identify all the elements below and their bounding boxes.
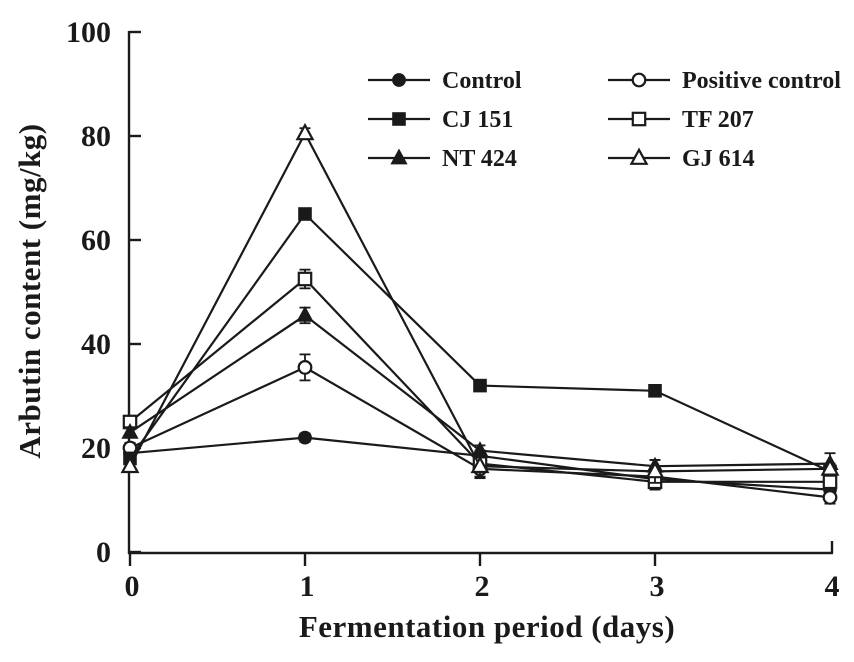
legend-label-gj-614: GJ 614 [682, 146, 755, 172]
legend-label-control: Control [442, 68, 522, 94]
legend-item-cj-151: CJ 151 [368, 107, 513, 133]
x-tick-label: 3 [650, 570, 665, 603]
legend-circle-open-icon [631, 72, 647, 88]
x-axis-title: Fermentation period (days) [298, 609, 676, 644]
marker-cj-151-day-3 [648, 384, 662, 398]
y-tick-label: 0 [96, 536, 111, 569]
legend-triangle-filled-icon [390, 148, 408, 165]
legend-label-nt-424: NT 424 [442, 146, 517, 172]
y-tick-label: 20 [81, 432, 111, 465]
y-tick-label: 40 [81, 328, 111, 361]
legend-circle-filled-icon [392, 73, 406, 87]
marker-tf-207-day-4 [822, 474, 838, 490]
x-tick-group: 0 1 2 3 4 [125, 553, 840, 603]
legend-square-filled-icon [392, 112, 406, 126]
marker-cj-151-day-1 [298, 207, 312, 221]
y-axis-title: Arbutin content (mg/kg) [12, 123, 47, 459]
marker-cj-151-day-2 [473, 378, 487, 393]
y-tick-label: 100 [66, 16, 111, 49]
x-tick-label: 4 [825, 570, 840, 603]
legend-label-cj-151: CJ 151 [442, 107, 513, 133]
legend-item-gj-614: GJ 614 [608, 146, 755, 172]
marker-gj-614-day-3 [645, 460, 665, 479]
marker-nt-424-day-0 [121, 422, 139, 439]
marker-nt-424-day-1 [296, 305, 314, 322]
y-tick-group: 0 20 40 60 80 100 [66, 16, 141, 569]
legend-item-tf-207: TF 207 [608, 107, 754, 133]
y-tick-label: 80 [81, 120, 111, 153]
marker-positive-control-day-1 [297, 360, 313, 375]
line-gj-614 [129, 131, 831, 473]
marker-positive-control-day-4 [822, 490, 838, 505]
y-tick-label: 60 [81, 224, 111, 257]
series-gj-614 [120, 122, 840, 484]
marker-gj-614-day-1 [295, 122, 315, 141]
legend-label-positive-control: Positive control [682, 68, 841, 94]
marker-control-day-1 [298, 430, 312, 445]
x-tick-label: 2 [475, 570, 490, 603]
marker-gj-614-day-0 [120, 455, 140, 474]
x-tick-label: 1 [300, 570, 315, 603]
marker-gj-614-day-4 [820, 458, 840, 476]
line-cj-151 [129, 212, 831, 473]
legend-item-control: Control [368, 68, 522, 94]
legend-item-nt-424: NT 424 [368, 146, 517, 172]
series-cj-151 [123, 207, 837, 479]
legend-item-positive-control: Positive control [608, 68, 841, 94]
legend-label-tf-207: TF 207 [682, 107, 754, 133]
legend: Control Positive control CJ 151 TF 207 NT 42… [368, 68, 841, 172]
marker-gj-614-day-2 [470, 455, 490, 474]
marker-tf-207-day-1 [297, 271, 313, 287]
legend-triangle-open-icon [629, 147, 649, 165]
legend-square-open-icon [631, 111, 647, 127]
x-tick-label: 0 [125, 570, 140, 603]
